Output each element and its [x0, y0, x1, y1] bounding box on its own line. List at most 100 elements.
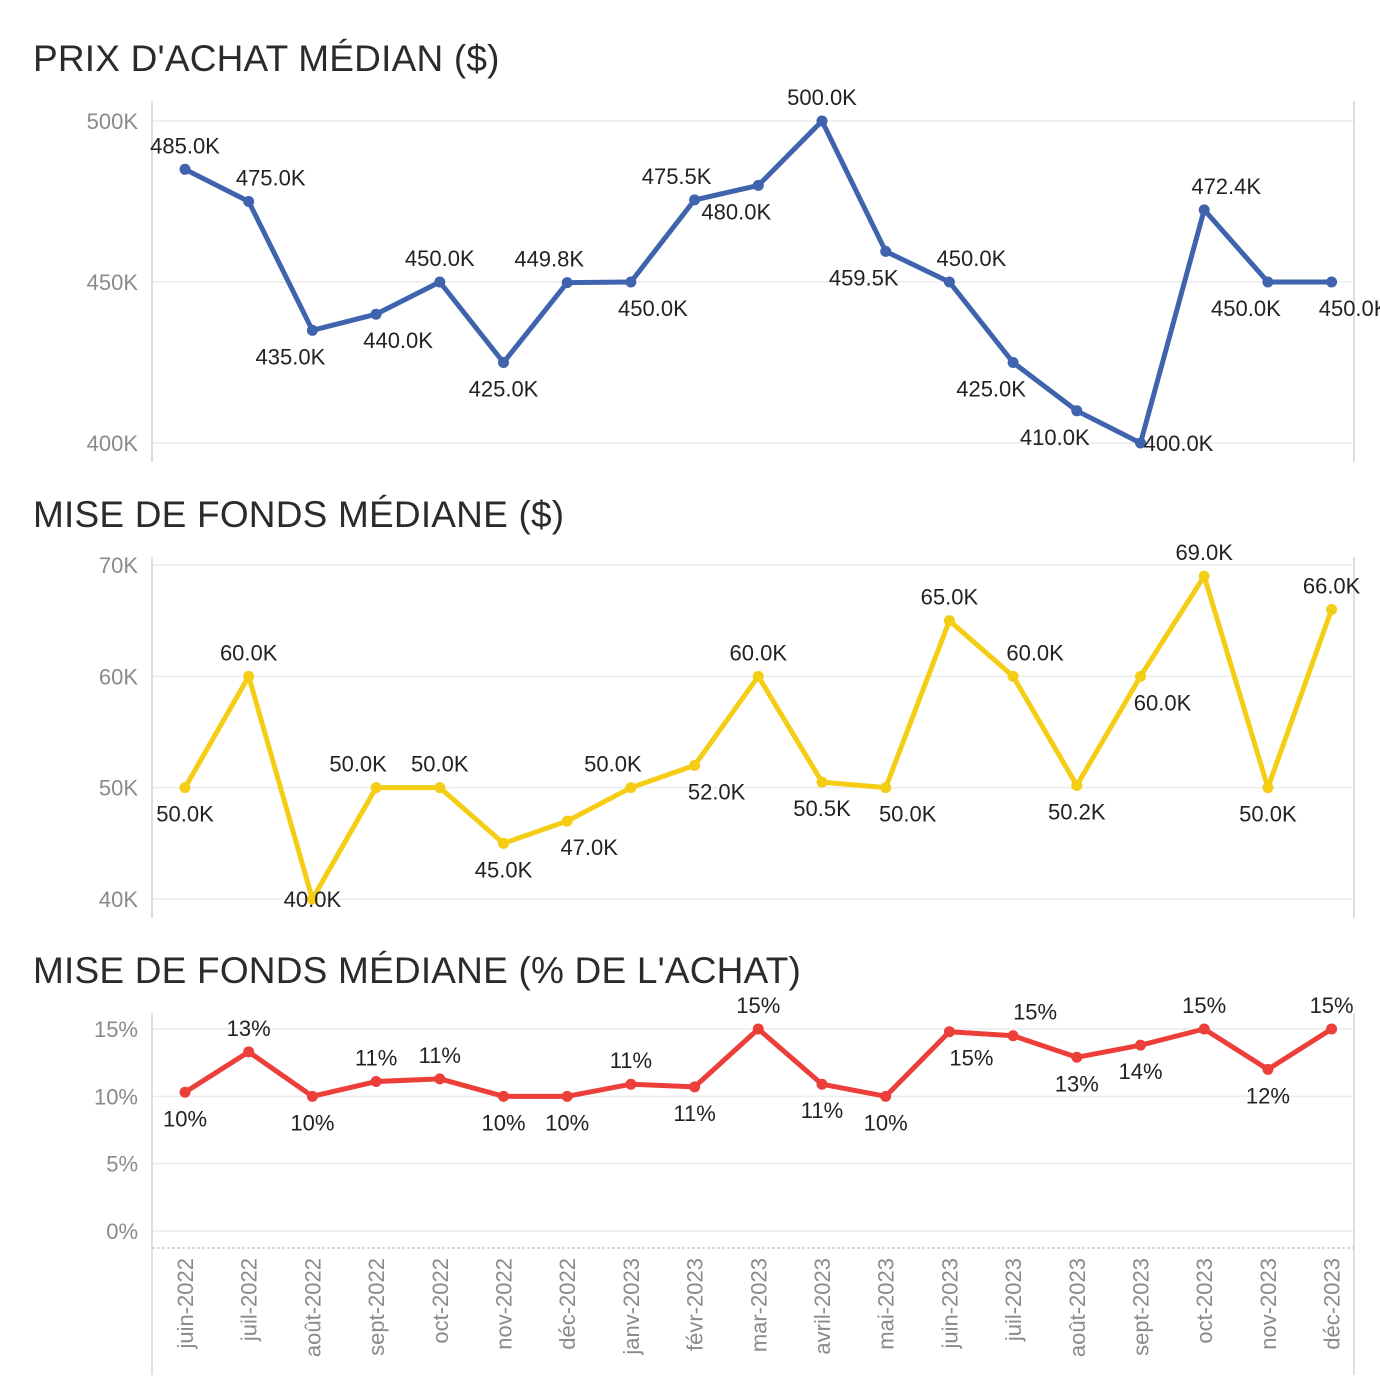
data-point: [179, 1086, 191, 1098]
data-label: 50.0K: [1239, 802, 1297, 827]
data-point: [625, 782, 637, 794]
data-label: 13%: [227, 1016, 271, 1041]
x-tick-label: janv-2023: [619, 1258, 644, 1356]
data-point: [434, 1073, 446, 1085]
data-label: 15%: [1182, 993, 1226, 1018]
data-point: [243, 670, 255, 682]
x-tick-label: oct-2023: [1192, 1258, 1217, 1344]
data-point: [1135, 437, 1146, 449]
data-label: 450.0K: [1211, 296, 1281, 321]
data-point: [1262, 1063, 1274, 1075]
chart-panel-1: 500K 450K 400K 485.0K 475.0K 435.0K 440.0K 450.…: [87, 85, 1380, 462]
x-tick-label: août-2023: [1065, 1258, 1090, 1357]
data-label: 50.0K: [411, 752, 469, 777]
data-point: [561, 815, 573, 827]
data-label: 425.0K: [956, 377, 1026, 402]
data-point: [943, 1026, 955, 1038]
data-point: [880, 782, 892, 794]
data-label: 66.0K: [1303, 574, 1361, 599]
x-tick-label: juil-2022: [237, 1258, 262, 1342]
data-label: 65.0K: [921, 585, 979, 610]
data-point: [243, 196, 255, 207]
data-point: [306, 324, 318, 336]
y-tick-label: 400K: [87, 431, 139, 456]
data-label: 15%: [949, 1046, 993, 1071]
chart-panel-3: 15% 10% 5% 0% 10% 13% 10% 11% 11% 10% 10% 11% 11% 15%…: [94, 993, 1355, 1248]
x-tick-label: nov-2023: [1256, 1258, 1281, 1350]
data-point: [1071, 1051, 1083, 1063]
data-label: 475.0K: [236, 166, 306, 191]
data-point: [434, 782, 446, 794]
x-tick-label: nov-2022: [492, 1258, 517, 1350]
data-point: [943, 615, 955, 627]
data-point: [498, 357, 509, 368]
data-label: 425.0K: [469, 377, 539, 402]
data-point: [498, 837, 509, 849]
data-point: [689, 194, 701, 206]
data-label: 400.0K: [1144, 431, 1214, 456]
data-label: 15%: [736, 993, 780, 1018]
data-point: [816, 1078, 828, 1090]
data-label: 10%: [481, 1110, 525, 1135]
data-point: [1071, 779, 1083, 791]
data-point: [1326, 1023, 1338, 1035]
data-label: 50.0K: [156, 802, 214, 827]
data-label: 440.0K: [363, 328, 433, 353]
data-label: 480.0K: [701, 199, 771, 224]
data-label: 449.8K: [514, 247, 584, 272]
data-point: [1007, 1030, 1019, 1042]
x-tick-label: mar-2023: [746, 1258, 771, 1352]
data-point: [1071, 405, 1083, 417]
data-label: 47.0K: [560, 835, 618, 860]
y-tick-label: 15%: [94, 1017, 138, 1042]
data-point: [1262, 276, 1274, 288]
y-tick-label: 70K: [99, 553, 138, 578]
y-tick-label: 5%: [106, 1152, 138, 1177]
x-tick-label: juil-2023: [1001, 1258, 1026, 1342]
data-label: 50.2K: [1048, 799, 1106, 824]
chart-panel-2: 70K 60K 50K 40K 50.0K 60.0K 40.0K 50.0K 50.0K 45.…: [99, 540, 1361, 918]
data-point: [880, 1090, 892, 1102]
data-label: 50.0K: [879, 802, 937, 827]
data-point: [1198, 1023, 1210, 1035]
data-point: [498, 1090, 509, 1102]
data-label: 50.0K: [584, 752, 642, 777]
data-point: [816, 115, 828, 127]
x-tick-label: avril-2023: [810, 1258, 835, 1355]
x-tick-label: févr-2023: [683, 1258, 708, 1351]
data-label: 11%: [610, 1048, 652, 1073]
data-point: [1326, 276, 1338, 288]
series-line: [182, 573, 1335, 902]
data-label: 472.4K: [1191, 174, 1261, 199]
data-label: 15%: [1013, 1000, 1057, 1025]
x-tick-label: déc-2022: [555, 1258, 580, 1350]
data-label: 485.0K: [150, 133, 220, 158]
data-point: [561, 277, 573, 289]
y-tick-label: 450K: [87, 270, 139, 295]
data-point: [625, 276, 637, 288]
data-label: 15%: [1310, 993, 1354, 1018]
data-point: [1198, 570, 1210, 582]
x-tick-label: juin-2023: [937, 1258, 962, 1350]
y-tick-label: 500K: [87, 109, 139, 134]
data-label: 475.5K: [642, 164, 712, 189]
data-point: [1007, 357, 1019, 368]
data-point: [306, 893, 318, 905]
data-point: [880, 245, 892, 257]
data-label: 11%: [355, 1046, 397, 1071]
data-point: [370, 308, 382, 320]
data-point: [752, 179, 764, 191]
data-point: [370, 1076, 382, 1088]
x-tick-label: oct-2022: [428, 1258, 453, 1344]
y-tick-label: 50K: [99, 776, 138, 801]
data-label: 450.0K: [618, 296, 688, 321]
data-point: [689, 1081, 701, 1093]
data-label: 500.0K: [787, 85, 857, 110]
data-point: [625, 1078, 637, 1090]
y-tick-label: 0%: [106, 1219, 138, 1244]
data-point: [370, 782, 382, 794]
data-point: [179, 163, 191, 175]
data-label: 10%: [545, 1110, 589, 1135]
data-label: 40.0K: [284, 887, 342, 912]
data-label: 52.0K: [688, 779, 746, 804]
